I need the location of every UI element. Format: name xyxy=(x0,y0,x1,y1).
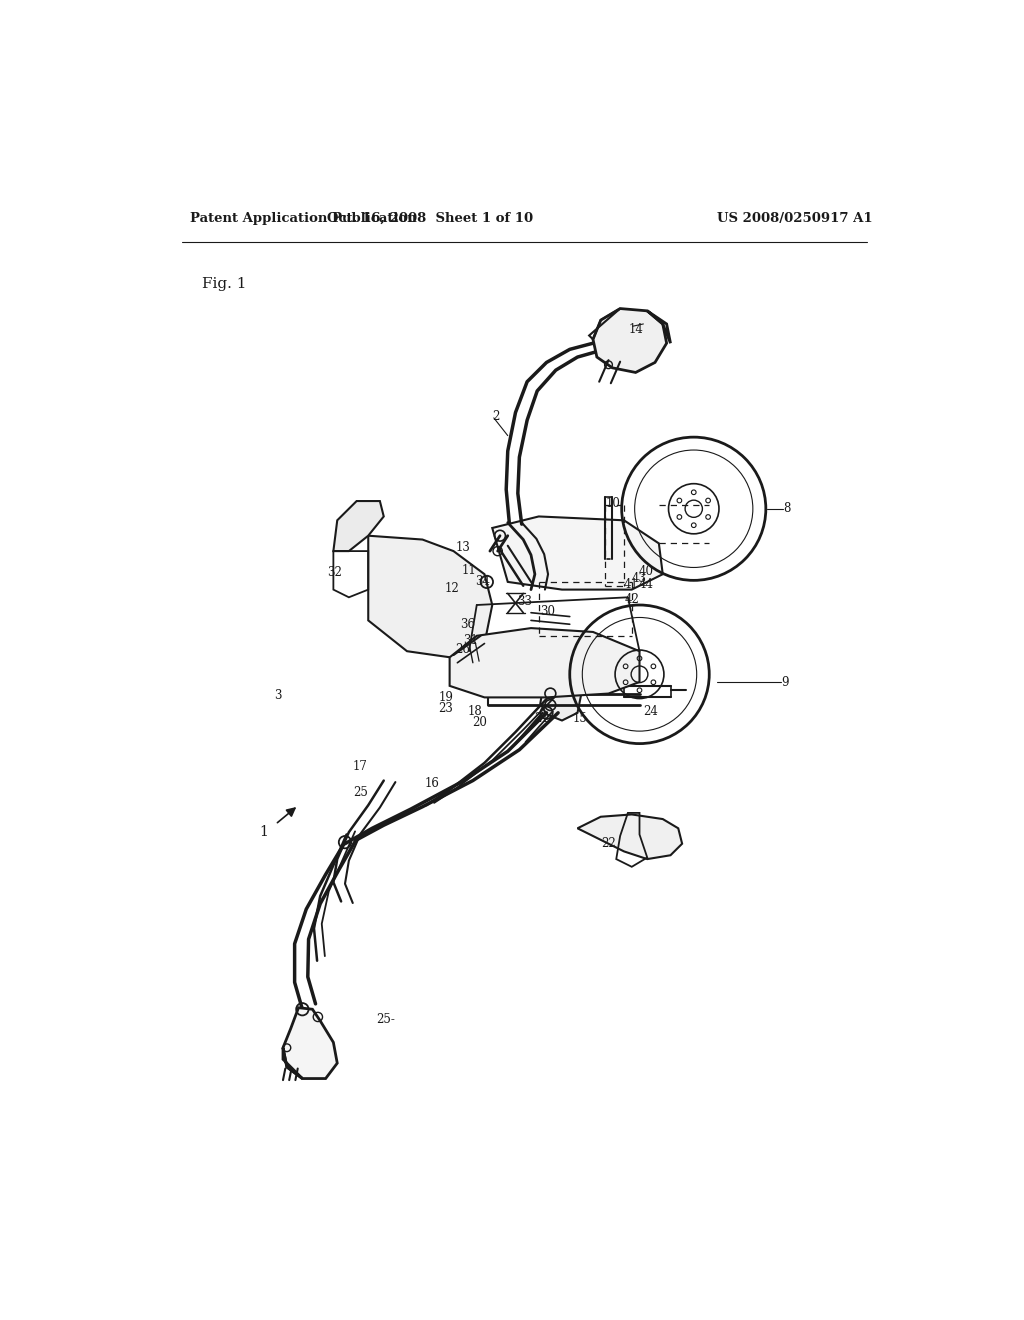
Text: 3: 3 xyxy=(273,689,282,702)
Text: 1: 1 xyxy=(259,825,268,840)
Polygon shape xyxy=(593,309,667,372)
Text: 19: 19 xyxy=(438,690,454,704)
Text: 32: 32 xyxy=(328,566,342,579)
Text: 31: 31 xyxy=(463,634,478,647)
Text: 23: 23 xyxy=(438,702,454,715)
Text: 2: 2 xyxy=(493,409,500,422)
Text: 10: 10 xyxy=(606,496,621,510)
Text: 13: 13 xyxy=(456,541,470,554)
Text: 16: 16 xyxy=(424,777,439,791)
Text: 11: 11 xyxy=(462,564,476,577)
Text: 26: 26 xyxy=(456,643,470,656)
Text: 36: 36 xyxy=(460,618,475,631)
Polygon shape xyxy=(578,814,682,859)
Polygon shape xyxy=(450,628,640,697)
Text: 12: 12 xyxy=(444,582,460,594)
Text: Fig. 1: Fig. 1 xyxy=(202,277,246,290)
Text: 22: 22 xyxy=(601,837,615,850)
Text: 15: 15 xyxy=(572,713,587,726)
Text: US 2008/0250917 A1: US 2008/0250917 A1 xyxy=(717,213,872,224)
Polygon shape xyxy=(493,516,663,590)
Text: 44: 44 xyxy=(639,578,654,591)
Polygon shape xyxy=(334,502,384,552)
Text: 43: 43 xyxy=(632,572,647,585)
Text: 24: 24 xyxy=(644,705,658,718)
Text: 30: 30 xyxy=(541,605,556,618)
Text: 21: 21 xyxy=(535,713,549,726)
Text: 33: 33 xyxy=(517,594,532,607)
Text: 41: 41 xyxy=(624,578,638,591)
Polygon shape xyxy=(369,536,493,659)
Text: 20: 20 xyxy=(472,717,487,730)
Text: 17: 17 xyxy=(353,760,368,774)
Text: 25-: 25- xyxy=(376,1012,394,1026)
Text: 42: 42 xyxy=(625,593,639,606)
Text: 18: 18 xyxy=(468,705,482,718)
Text: 25: 25 xyxy=(353,785,368,799)
Polygon shape xyxy=(541,681,582,721)
Text: 9: 9 xyxy=(781,676,788,689)
Text: 14: 14 xyxy=(628,323,643,335)
Polygon shape xyxy=(283,1007,337,1078)
Text: Patent Application Publication: Patent Application Publication xyxy=(190,213,417,224)
Text: 8: 8 xyxy=(783,502,791,515)
Text: Oct. 16, 2008  Sheet 1 of 10: Oct. 16, 2008 Sheet 1 of 10 xyxy=(328,213,534,224)
Text: 34: 34 xyxy=(475,576,489,589)
Text: 40: 40 xyxy=(639,565,654,578)
